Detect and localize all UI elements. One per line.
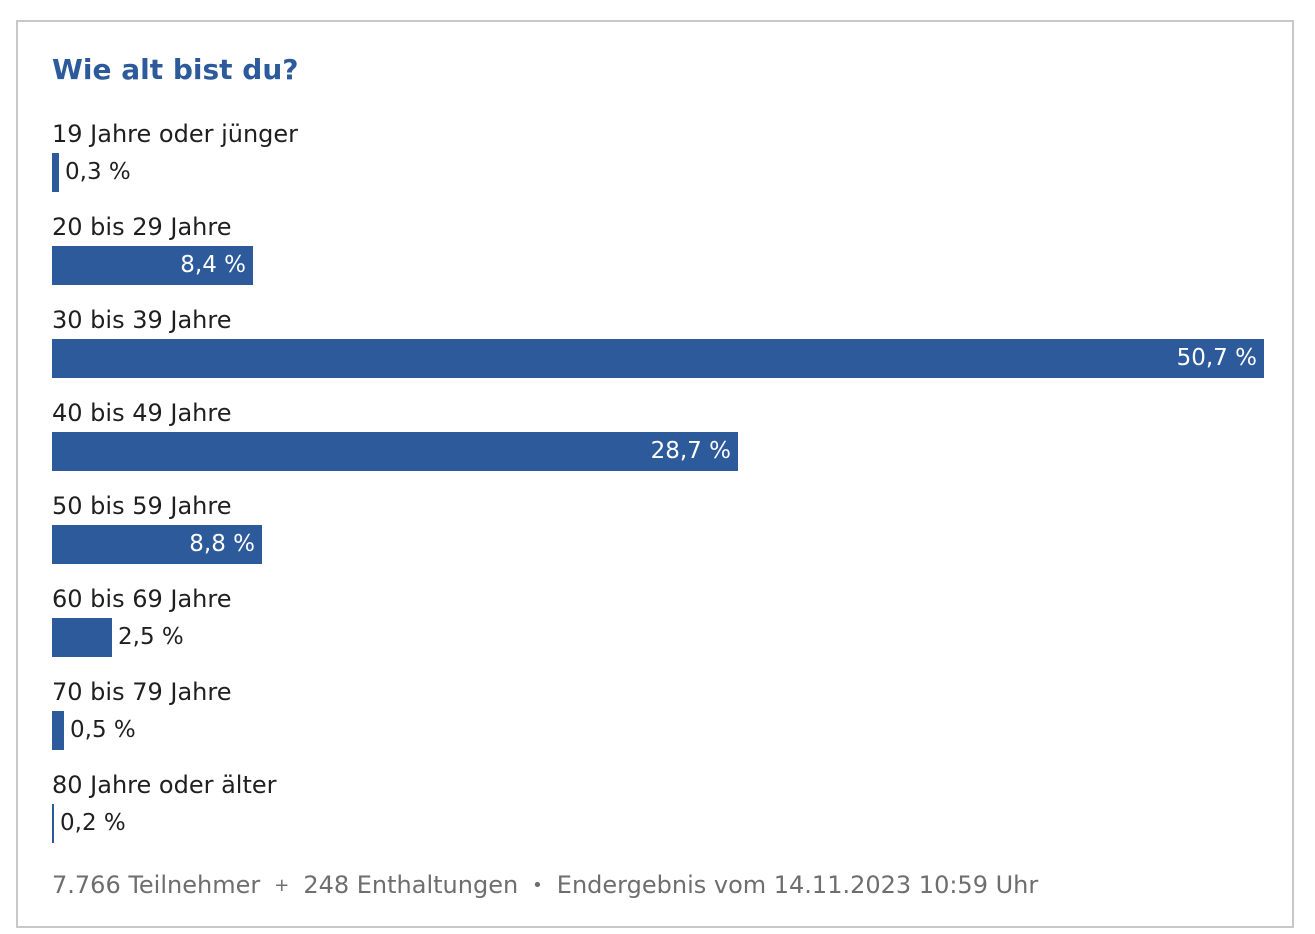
poll-footer: 7.766 Teilnehmer +248 Enthaltungen • Enderg… xyxy=(52,868,1038,903)
bar-category-label: 40 bis 49 Jahre xyxy=(52,399,232,427)
poll-question: Wie alt bist du? xyxy=(52,53,299,86)
bar-value-label: 50,7 % xyxy=(1176,345,1257,371)
bar xyxy=(52,618,112,657)
bar xyxy=(52,804,54,843)
bar-row: 40 bis 49 Jahre 28,7 % xyxy=(52,395,1264,488)
bar-value-label: 0,3 % xyxy=(65,159,131,185)
bar-chart: 19 Jahre oder jünger 0,3 % 20 bis 29 Jahre… xyxy=(52,116,1264,860)
plus-separator: + xyxy=(274,875,290,896)
bar-category-label: 70 bis 79 Jahre xyxy=(52,678,232,706)
bar xyxy=(52,246,253,285)
poll-card: Wie alt bist du? 19 Jahre oder jünger 0,3… xyxy=(16,20,1294,928)
bar-row: 70 bis 79 Jahre 0,5 % xyxy=(52,674,1264,767)
bar-row: 30 bis 39 Jahre 50,7 % xyxy=(52,302,1264,395)
bar-value-label: 0,2 % xyxy=(60,810,126,836)
bar-row: 19 Jahre oder jünger 0,3 % xyxy=(52,116,1264,209)
bar xyxy=(52,339,1264,378)
bullet-separator: • xyxy=(532,875,543,896)
bar-value-label: 2,5 % xyxy=(118,624,184,650)
bar xyxy=(52,153,59,192)
bar xyxy=(52,711,64,750)
bar-category-label: 50 bis 59 Jahre xyxy=(52,492,232,520)
bar-row: 80 Jahre oder älter 0,2 % xyxy=(52,767,1264,860)
bar-value-label: 8,8 % xyxy=(189,531,255,557)
abstention-count: 248 Enthaltungen xyxy=(303,871,519,899)
bar-value-label: 28,7 % xyxy=(650,438,731,464)
bar-category-label: 30 bis 39 Jahre xyxy=(52,306,232,334)
bar-category-label: 80 Jahre oder älter xyxy=(52,771,277,799)
participant-count: 7.766 Teilnehmer xyxy=(52,871,261,899)
bar-value-label: 8,4 % xyxy=(180,252,246,278)
bar-row: 20 bis 29 Jahre 8,4 % xyxy=(52,209,1264,302)
bar-row: 60 bis 69 Jahre 2,5 % xyxy=(52,581,1264,674)
bar xyxy=(52,525,262,564)
bar-value-label: 0,5 % xyxy=(70,717,136,743)
bar-category-label: 60 bis 69 Jahre xyxy=(52,585,232,613)
bar-category-label: 19 Jahre oder jünger xyxy=(52,120,299,148)
final-result-timestamp: Endergebnis vom 14.11.2023 10:59 Uhr xyxy=(556,871,1039,899)
bar xyxy=(52,432,738,471)
bar-category-label: 20 bis 29 Jahre xyxy=(52,213,232,241)
bar-row: 50 bis 59 Jahre 8,8 % xyxy=(52,488,1264,581)
